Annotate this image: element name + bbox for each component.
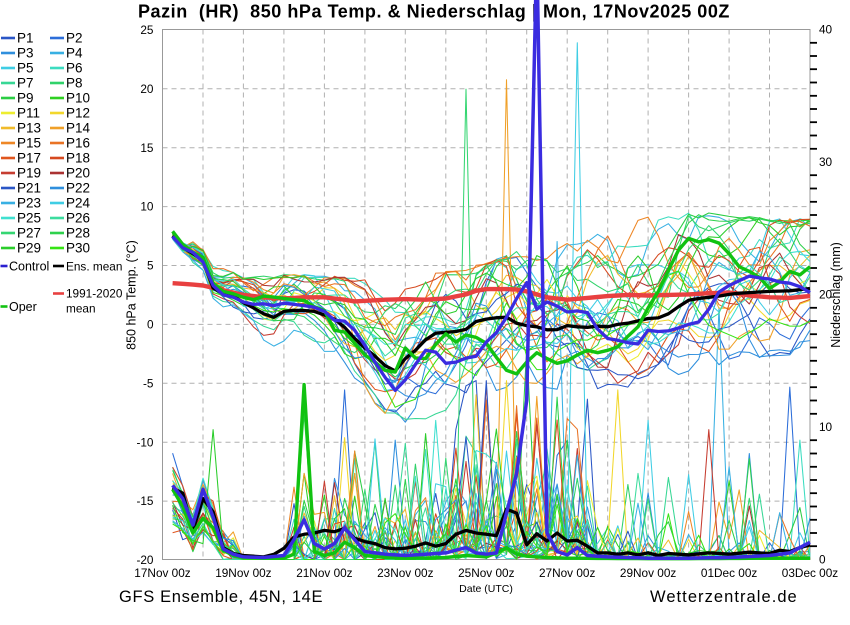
svg-text:P10: P10: [66, 91, 90, 106]
svg-text:1991-2020: 1991-2020: [66, 287, 123, 301]
svg-text:P20: P20: [66, 166, 90, 181]
svg-text:-10: -10: [136, 435, 153, 449]
svg-text:20: 20: [140, 82, 154, 96]
svg-text:P15: P15: [17, 136, 41, 151]
svg-text:P23: P23: [17, 196, 41, 211]
svg-text:P27: P27: [17, 226, 41, 241]
svg-text:P17: P17: [17, 151, 41, 166]
svg-text:P2: P2: [66, 31, 83, 46]
svg-text:P26: P26: [66, 211, 90, 226]
svg-text:P9: P9: [17, 91, 34, 106]
svg-text:10: 10: [819, 420, 833, 434]
svg-text:Oper: Oper: [9, 300, 37, 314]
svg-text:Pazin (HR) 850 hPa Temp. & N: Pazin (HR) 850 hPa Temp. & Niederschlag …: [138, 2, 730, 22]
svg-text:P22: P22: [66, 181, 90, 196]
svg-text:03Dec 00z: 03Dec 00z: [782, 566, 838, 580]
svg-text:25: 25: [140, 23, 154, 37]
svg-text:-20: -20: [136, 553, 153, 567]
svg-text:P18: P18: [66, 151, 90, 166]
svg-text:30: 30: [819, 155, 833, 169]
svg-text:Wetterzentrale.de: Wetterzentrale.de: [650, 588, 798, 606]
svg-text:19Nov 00z: 19Nov 00z: [215, 566, 271, 580]
svg-text:P1: P1: [17, 31, 34, 46]
svg-text:P11: P11: [17, 106, 40, 121]
svg-text:P29: P29: [17, 241, 41, 256]
svg-text:P30: P30: [66, 241, 90, 256]
svg-text:mean: mean: [66, 302, 96, 316]
svg-text:29Nov 00z: 29Nov 00z: [620, 566, 676, 580]
svg-text:P7: P7: [17, 76, 34, 91]
svg-text:27Nov 00z: 27Nov 00z: [539, 566, 595, 580]
svg-text:GFS Ensemble, 45N, 14E: GFS Ensemble, 45N, 14E: [119, 588, 323, 606]
svg-text:15: 15: [140, 141, 154, 155]
svg-text:P28: P28: [66, 226, 90, 241]
svg-text:P13: P13: [17, 121, 41, 136]
svg-text:P12: P12: [66, 106, 90, 121]
svg-text:Date (UTC): Date (UTC): [459, 583, 513, 595]
svg-text:20: 20: [819, 288, 833, 302]
svg-text:40: 40: [819, 23, 833, 37]
svg-text:25Nov 00z: 25Nov 00z: [458, 566, 514, 580]
svg-text:23Nov 00z: 23Nov 00z: [377, 566, 433, 580]
svg-text:0: 0: [147, 318, 154, 332]
svg-text:P21: P21: [17, 181, 41, 196]
svg-text:Niederschlag (mm): Niederschlag (mm): [829, 242, 843, 348]
svg-text:5: 5: [147, 259, 154, 273]
svg-text:P16: P16: [66, 136, 90, 151]
svg-text:P3: P3: [17, 46, 34, 61]
svg-text:Ens. mean: Ens. mean: [66, 260, 122, 274]
svg-text:17Nov 00z: 17Nov 00z: [134, 566, 190, 580]
svg-text:21Nov 00z: 21Nov 00z: [296, 566, 352, 580]
svg-text:P24: P24: [66, 196, 91, 211]
svg-text:P8: P8: [66, 76, 83, 91]
svg-text:01Dec 00z: 01Dec 00z: [701, 566, 757, 580]
svg-text:0: 0: [819, 553, 826, 567]
svg-text:-15: -15: [136, 494, 153, 508]
svg-text:P5: P5: [17, 61, 34, 76]
svg-text:P25: P25: [17, 211, 41, 226]
svg-text:P4: P4: [66, 46, 83, 61]
svg-text:P6: P6: [66, 61, 83, 76]
svg-text:-5: -5: [143, 376, 154, 390]
svg-text:10: 10: [140, 200, 154, 214]
svg-text:P19: P19: [17, 166, 41, 181]
svg-text:P14: P14: [66, 121, 91, 136]
svg-text:Control: Control: [9, 260, 49, 274]
svg-text:850 hPa Temp. (°C): 850 hPa Temp. (°C): [125, 240, 139, 350]
